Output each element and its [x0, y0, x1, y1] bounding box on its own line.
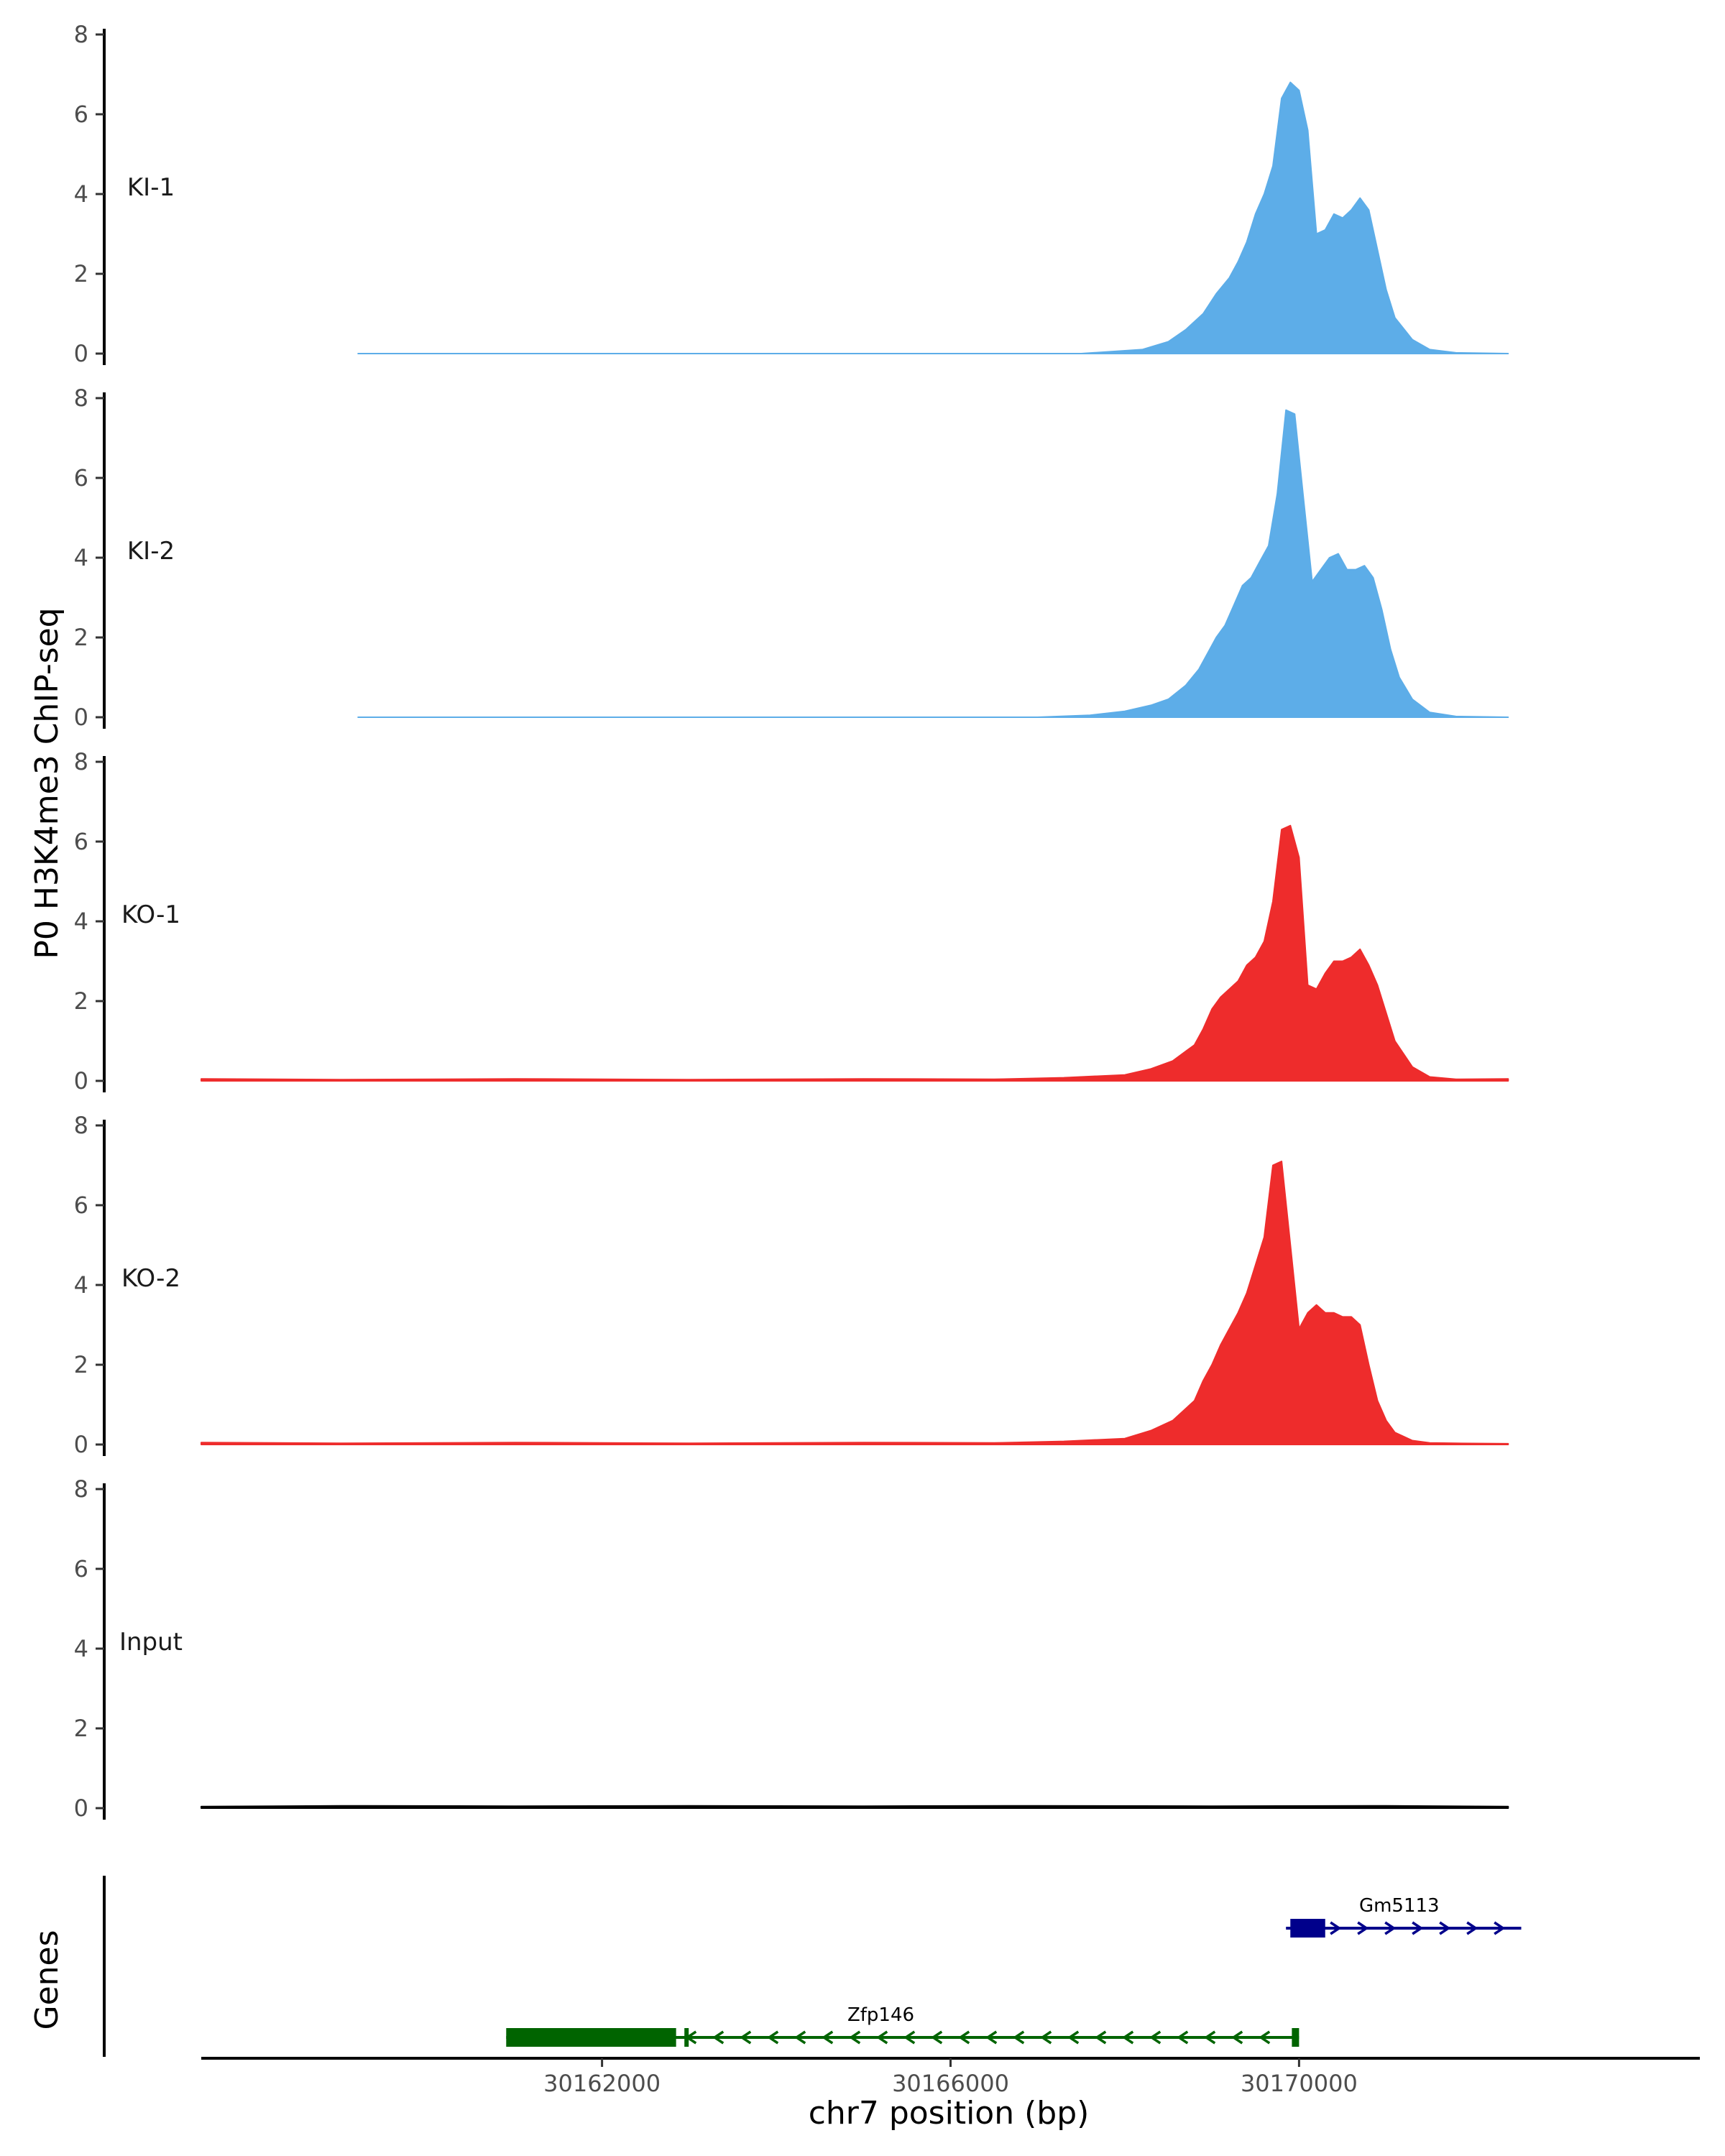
- strand-arrow: [985, 2030, 998, 2045]
- strand-arrow: [1494, 1921, 1506, 1935]
- coverage-area: [201, 1161, 1509, 1445]
- track-ki-2: 0 2 4 6 8 KI-2: [74, 384, 1509, 731]
- track-ko-1: 0 2 4 6 8 KO-1: [74, 748, 1509, 1095]
- track-ki-1: 0 2 4 6 8 KI-1: [74, 21, 1509, 367]
- y-tick-label: 0: [74, 1067, 88, 1095]
- strand-arrow: [1095, 2030, 1107, 2045]
- y-tick-label: 8: [74, 1475, 88, 1503]
- x-tick-label: 30162000: [543, 2070, 661, 2097]
- coverage-area: [201, 1805, 1509, 1809]
- y-tick-label: 0: [74, 1431, 88, 1458]
- exon-block: [684, 2028, 689, 2047]
- track-input: 0 2 4 6 8 Input: [74, 1475, 1509, 1822]
- strand-arrow: [958, 2030, 970, 2045]
- strand-arrow: [1067, 2030, 1080, 2045]
- strand-arrow: [1412, 1921, 1424, 1935]
- strand-arrow: [931, 2030, 943, 2045]
- y-tick-label: 0: [74, 1795, 88, 1822]
- strand-arrow: [849, 2030, 861, 2045]
- strand-arrow: [903, 2030, 916, 2045]
- y-tick-label: 0: [74, 704, 88, 731]
- y-tick-label: 4: [74, 1635, 88, 1662]
- strand-arrow: [1149, 2030, 1162, 2045]
- strand-arrow: [794, 2030, 806, 2045]
- y-tick-label: 2: [74, 1351, 88, 1378]
- gene-label: Gm5113: [1359, 1895, 1440, 1917]
- track-label: KO-2: [121, 1264, 180, 1293]
- strand-arrow: [822, 2030, 834, 2045]
- gene-zfp146: Zfp146: [506, 2004, 1300, 2047]
- y-tick-label: 6: [74, 1192, 88, 1219]
- track-ko-2: 0 2 4 6 8 KO-2: [74, 1112, 1509, 1458]
- y-tick-label: 2: [74, 260, 88, 287]
- y-tick-label: 2: [74, 1715, 88, 1742]
- strand-arrow: [1204, 2030, 1216, 2045]
- strand-arrow: [1466, 1921, 1478, 1935]
- strand-arrow: [1439, 1921, 1451, 1935]
- y-tick-label: 6: [74, 828, 88, 855]
- strand-arrow: [1040, 2030, 1052, 2045]
- strand-arrow: [1259, 2030, 1271, 2045]
- strand-arrow: [1122, 2030, 1134, 2045]
- y-tick-label: 4: [74, 1271, 88, 1299]
- strand-arrow: [767, 2030, 779, 2045]
- coverage-area: [201, 824, 1509, 1082]
- gene-label: Zfp146: [847, 2004, 914, 2026]
- x-tick-label: 30170000: [1241, 2070, 1358, 2097]
- y-tick-label: 2: [74, 987, 88, 1015]
- y-tick-label: 2: [74, 624, 88, 651]
- y-tick-label: 8: [74, 1112, 88, 1139]
- exon-block: [506, 2028, 676, 2047]
- strand-arrow: [1384, 1921, 1397, 1935]
- x-axis: 30162000 30166000 30170000: [201, 2057, 1700, 2097]
- strand-arrow: [876, 2030, 888, 2045]
- y-tick-label: 0: [74, 340, 88, 367]
- coverage-area: [357, 81, 1509, 354]
- y-tick-label: 8: [74, 21, 88, 48]
- coverage-area: [357, 409, 1509, 718]
- y-tick-label: 4: [74, 908, 88, 935]
- coverage-tracks: 0 2 4 6 8 KI-1 0 2 4 6 8 KI-2 0 2 4 6 8 KO-1 0 2 4 6 8 KO-2 0 2 4 6…: [74, 21, 1509, 1822]
- track-label: KO-1: [121, 900, 180, 929]
- y-tick-label: 4: [74, 544, 88, 571]
- exon-block: [1292, 2028, 1300, 2047]
- strand-arrow: [1231, 2030, 1243, 2045]
- y-tick-label: 6: [74, 1555, 88, 1583]
- gene-annotation-panel: Zfp146 Gm5113: [103, 1876, 1522, 2057]
- genes-axis-title: Genes: [29, 1930, 65, 2030]
- y-tick-label: 8: [74, 748, 88, 775]
- y-axis-title: P0 H3K4me3 ChIP-seq: [29, 607, 65, 959]
- y-tick-label: 6: [74, 464, 88, 492]
- exon-block: [1290, 1919, 1325, 1938]
- strand-arrow: [1330, 1921, 1342, 1935]
- gene-gm5113: Gm5113: [1286, 1895, 1522, 1938]
- y-tick-label: 4: [74, 180, 88, 208]
- track-label: KI-1: [127, 173, 175, 202]
- strand-arrow: [740, 2030, 752, 2045]
- strand-arrow: [1357, 1921, 1369, 1935]
- strand-arrow: [1013, 2030, 1025, 2045]
- x-tick-label: 30166000: [892, 2070, 1009, 2097]
- x-axis-title: chr7 position (bp): [809, 2095, 1090, 2132]
- strand-arrow: [712, 2030, 724, 2045]
- y-tick-label: 8: [74, 384, 88, 412]
- track-label: KI-2: [127, 537, 175, 566]
- y-tick-label: 6: [74, 101, 88, 128]
- track-label: Input: [119, 1628, 183, 1657]
- strand-arrow: [1177, 2030, 1189, 2045]
